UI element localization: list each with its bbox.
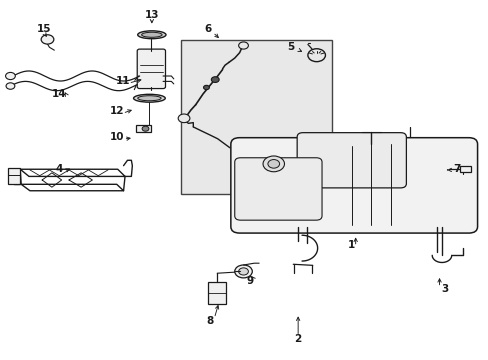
Text: 10: 10: [109, 132, 124, 142]
Text: 4: 4: [56, 164, 63, 174]
Bar: [208, 282, 225, 304]
Circle shape: [307, 49, 325, 62]
Text: 11: 11: [115, 76, 130, 86]
Bar: [181, 40, 331, 194]
Bar: [136, 125, 151, 132]
Circle shape: [6, 83, 15, 89]
Text: 3: 3: [441, 284, 448, 294]
Circle shape: [142, 126, 149, 131]
Bar: [8, 168, 20, 184]
Text: 6: 6: [204, 24, 211, 35]
FancyBboxPatch shape: [297, 133, 406, 188]
Circle shape: [5, 72, 15, 80]
Ellipse shape: [138, 31, 165, 39]
Text: 5: 5: [286, 42, 294, 52]
Circle shape: [178, 114, 189, 123]
Ellipse shape: [138, 96, 161, 101]
Text: 1: 1: [347, 239, 355, 249]
FancyBboxPatch shape: [137, 49, 165, 89]
Text: 13: 13: [144, 10, 159, 20]
Bar: [459, 166, 470, 172]
Text: 12: 12: [109, 106, 124, 116]
Text: 15: 15: [36, 24, 51, 35]
FancyBboxPatch shape: [234, 158, 322, 220]
Text: 9: 9: [246, 276, 253, 286]
Circle shape: [263, 156, 284, 172]
Text: 7: 7: [452, 164, 459, 174]
Circle shape: [41, 35, 54, 44]
FancyBboxPatch shape: [230, 138, 477, 233]
Circle shape: [267, 159, 279, 168]
Circle shape: [238, 42, 248, 49]
Circle shape: [203, 85, 209, 90]
Ellipse shape: [133, 94, 165, 102]
Circle shape: [211, 77, 219, 82]
Text: 8: 8: [206, 316, 214, 325]
Circle shape: [234, 265, 252, 278]
Text: 2: 2: [294, 333, 301, 343]
Circle shape: [238, 268, 248, 275]
Text: 14: 14: [52, 89, 66, 99]
Ellipse shape: [142, 32, 162, 37]
